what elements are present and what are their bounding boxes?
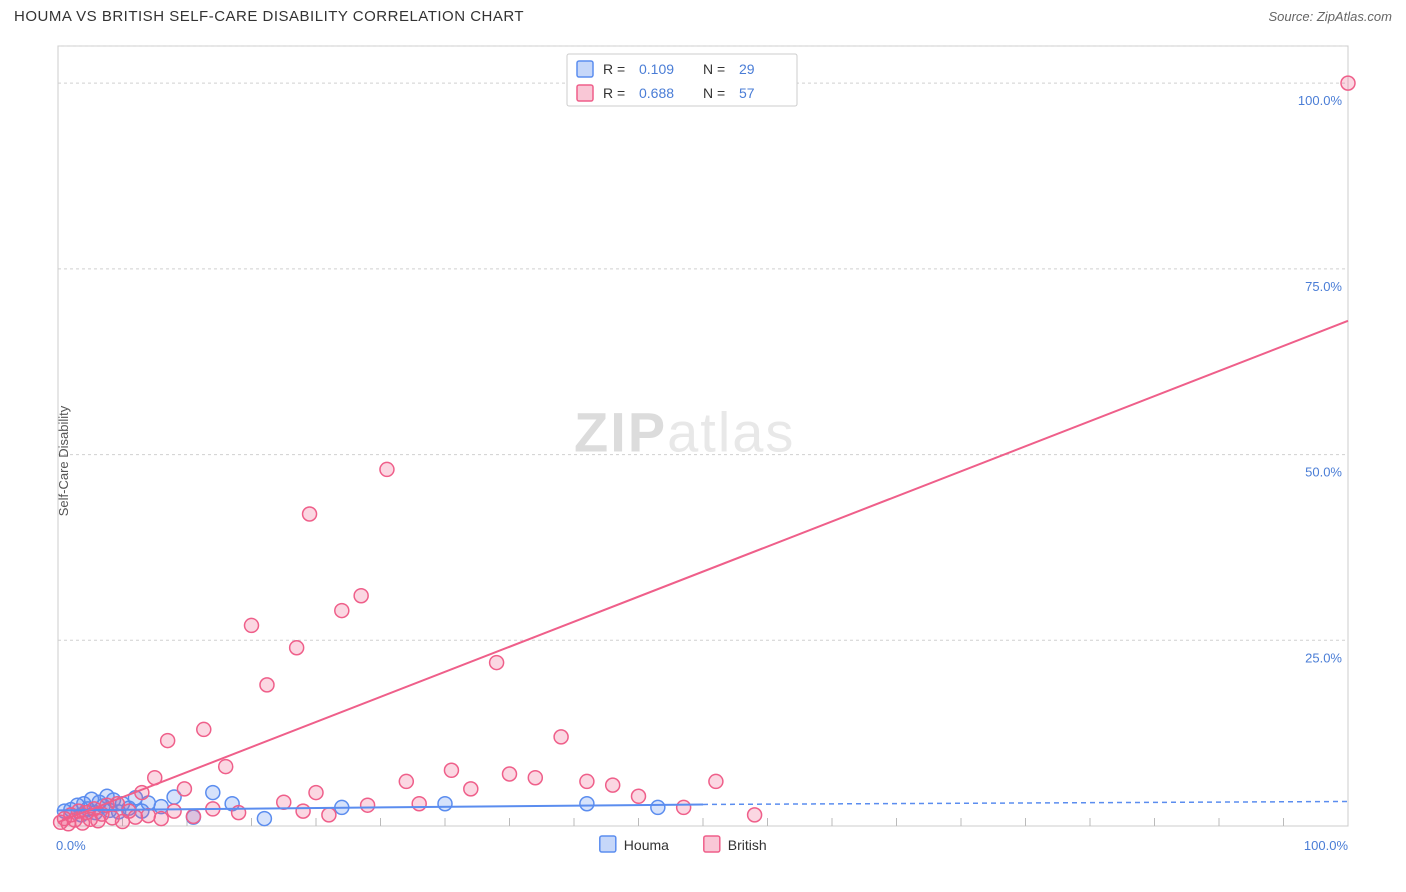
svg-text:50.0%: 50.0%: [1305, 465, 1342, 480]
svg-text:N =: N =: [703, 85, 725, 101]
correlation-scatter-chart: 25.0% 50.0% 75.0% 100.0% ZIPatlas 0.0% 100.0% R…: [14, 40, 1392, 882]
svg-text:ZIPatlas: ZIPatlas: [574, 401, 795, 464]
svg-text:N =: N =: [703, 61, 725, 77]
source-attribution: Source: ZipAtlas.com: [1268, 9, 1392, 24]
chart-container: Self-Care Disability 25.0% 50.0% 75.0% 100.…: [14, 40, 1392, 882]
svg-text:R =: R =: [603, 85, 625, 101]
source-name: ZipAtlas.com: [1317, 9, 1392, 24]
svg-text:100.0%: 100.0%: [1304, 838, 1349, 853]
source-prefix: Source:: [1268, 9, 1316, 24]
chart-header: HOUMA VS BRITISH SELF-CARE DISABILITY CO…: [0, 0, 1406, 31]
svg-text:57: 57: [739, 85, 755, 101]
svg-text:100.0%: 100.0%: [1298, 93, 1343, 108]
chart-title: HOUMA VS BRITISH SELF-CARE DISABILITY CO…: [14, 8, 524, 25]
svg-text:British: British: [728, 837, 767, 853]
svg-text:Houma: Houma: [624, 837, 669, 853]
svg-text:0.688: 0.688: [639, 85, 674, 101]
svg-text:29: 29: [739, 61, 755, 77]
svg-text:25.0%: 25.0%: [1305, 650, 1342, 665]
y-axis-label: Self-Care Disability: [56, 406, 71, 517]
svg-text:R =: R =: [603, 61, 625, 77]
svg-text:75.0%: 75.0%: [1305, 279, 1342, 294]
svg-text:0.0%: 0.0%: [56, 838, 86, 853]
svg-text:0.109: 0.109: [639, 61, 674, 77]
